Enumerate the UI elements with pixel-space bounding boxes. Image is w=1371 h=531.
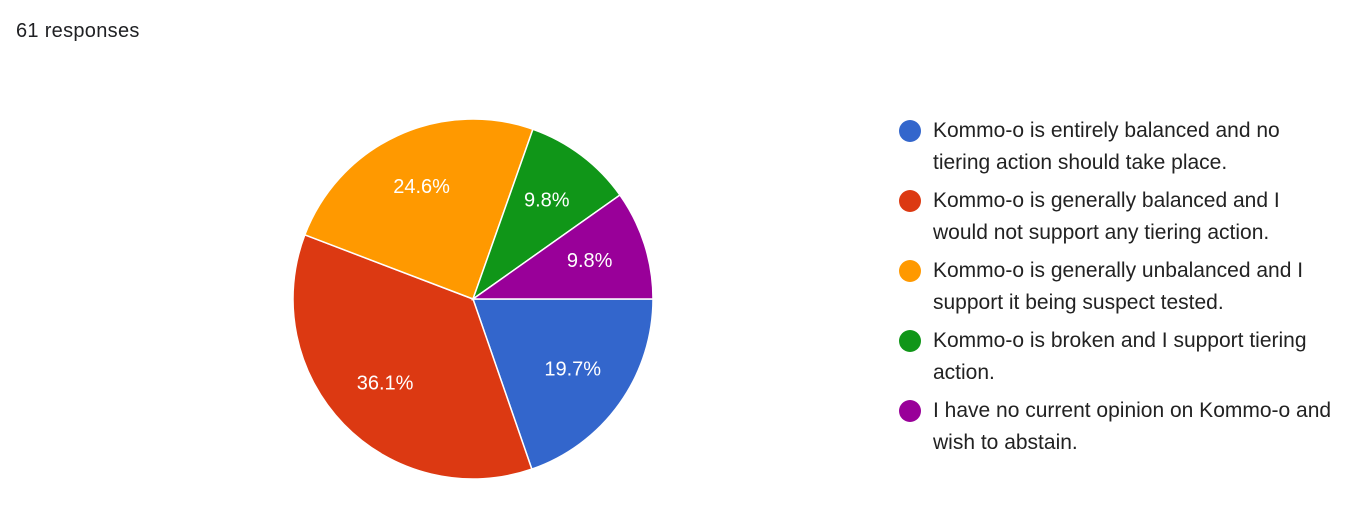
response-count: 61 responses [16, 20, 140, 42]
legend-label: I have no current opinion on Kommo-o and… [933, 399, 1332, 454]
legend-label: Kommo-o is generally unbalanced and I su… [933, 259, 1304, 314]
legend: Kommo-o is entirely balanced and no tier… [899, 115, 1339, 465]
legend-swatch [899, 190, 921, 212]
legend-label: Kommo-o is entirely balanced and no tier… [933, 119, 1280, 174]
pie-slice [292, 233, 533, 480]
legend-swatch [899, 400, 921, 422]
pie-slice [471, 298, 654, 471]
legend-item: Kommo-o is broken and I support tiering … [899, 325, 1339, 395]
legend-label: Kommo-o is broken and I support tiering … [933, 329, 1307, 384]
pie-slice [471, 128, 621, 301]
pie-slice [470, 193, 654, 300]
slice-label: 9.8% [567, 250, 613, 272]
legend-label: Kommo-o is generally balanced and I woul… [933, 189, 1280, 244]
slice-label: 36.1% [357, 372, 414, 394]
legend-swatch [899, 330, 921, 352]
slice-label: 9.8% [524, 190, 570, 212]
slice-label: 24.6% [393, 176, 450, 198]
slice-label: 19.7% [544, 358, 601, 380]
legend-item: Kommo-o is generally unbalanced and I su… [899, 255, 1339, 325]
legend-item: Kommo-o is generally balanced and I woul… [899, 185, 1339, 255]
pie-slice [303, 118, 534, 300]
legend-item: Kommo-o is entirely balanced and no tier… [899, 115, 1339, 185]
legend-swatch [899, 260, 921, 282]
legend-item: I have no current opinion on Kommo-o and… [899, 395, 1339, 465]
legend-swatch [899, 120, 921, 142]
